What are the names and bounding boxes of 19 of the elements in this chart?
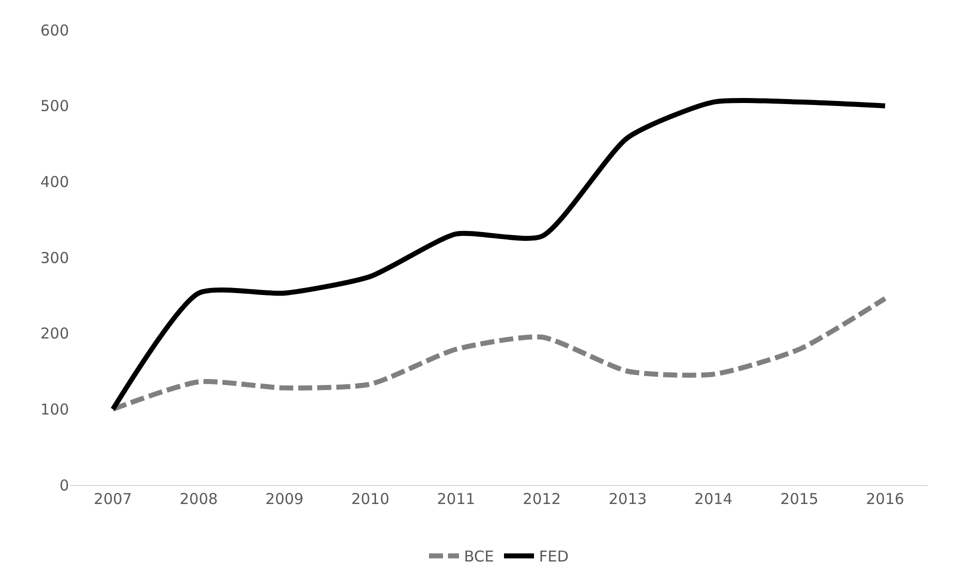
legend-label: FED xyxy=(538,548,569,566)
x-tick-label: 2014 xyxy=(694,490,733,508)
y-tick-label: 300 xyxy=(40,248,69,267)
y-tick-label: 400 xyxy=(40,172,69,191)
x-tick-label: 2010 xyxy=(351,490,390,508)
x-tick-label: 2012 xyxy=(522,490,561,508)
x-tick-label: 2015 xyxy=(780,490,818,508)
y-tick-label: 500 xyxy=(40,97,69,116)
legend-label: BCE xyxy=(464,548,494,566)
x-tick-label: 2013 xyxy=(608,490,647,508)
x-tick-label: 2008 xyxy=(180,490,218,508)
y-tick-label: 0 xyxy=(59,476,69,494)
y-tick-label: 600 xyxy=(40,21,69,40)
x-tick-label: 2016 xyxy=(866,490,904,508)
x-tick-label: 2007 xyxy=(94,490,132,508)
x-tick-label: 2011 xyxy=(437,490,476,508)
y-tick-label: 100 xyxy=(40,400,69,418)
x-tick-label: 2009 xyxy=(265,490,304,508)
y-tick-label: 200 xyxy=(40,324,69,343)
